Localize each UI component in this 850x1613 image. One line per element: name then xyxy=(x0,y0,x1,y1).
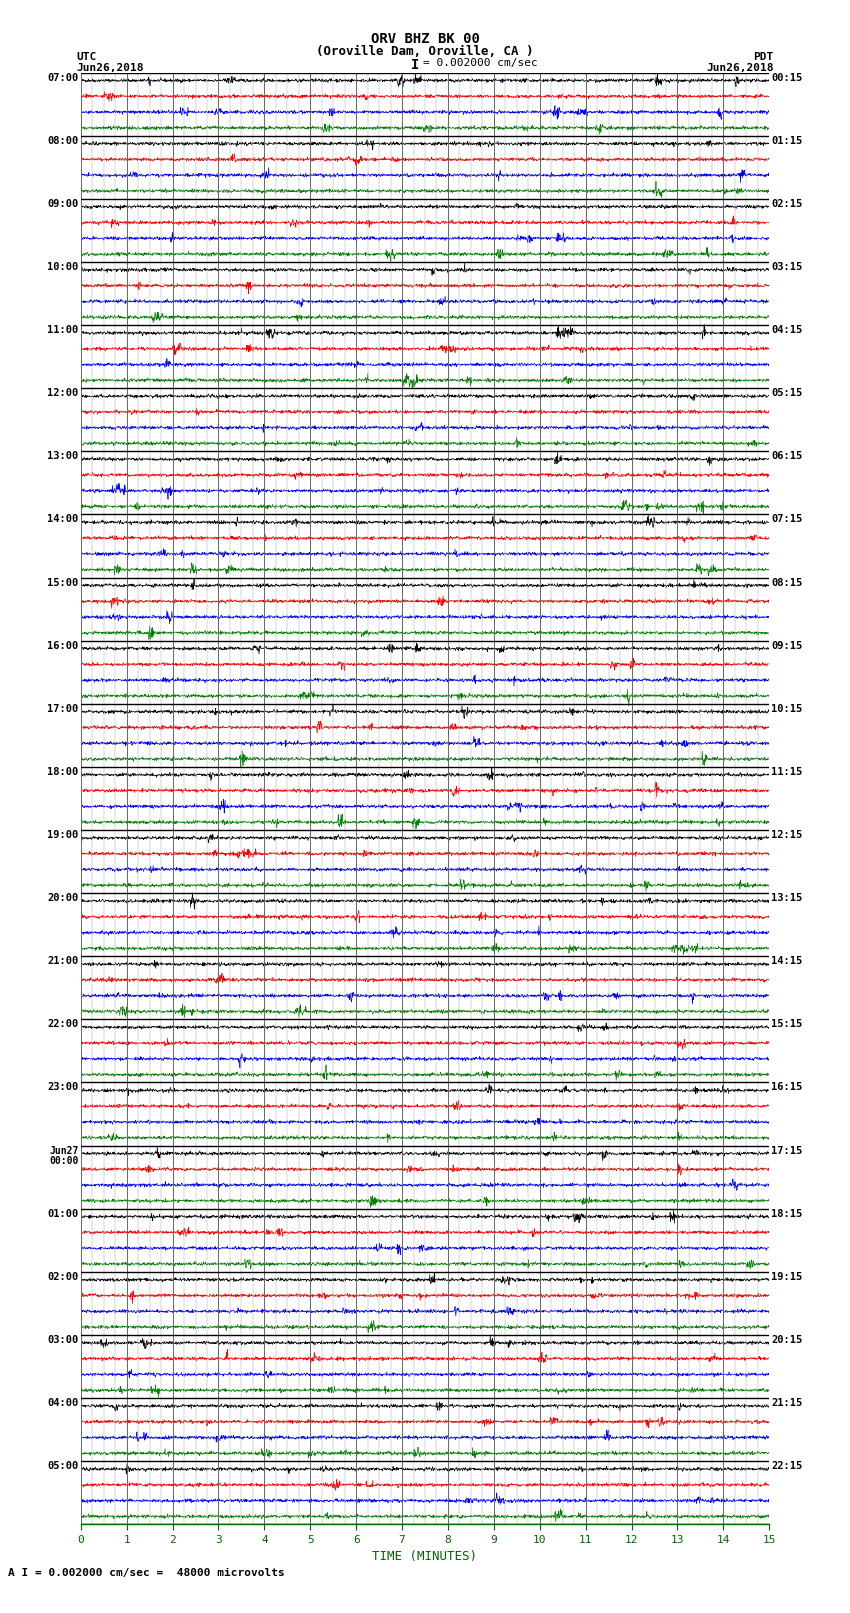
Text: = 0.002000 cm/sec: = 0.002000 cm/sec xyxy=(423,58,538,68)
Text: 06:15: 06:15 xyxy=(771,452,802,461)
Text: 17:15: 17:15 xyxy=(771,1145,802,1155)
Text: 05:15: 05:15 xyxy=(771,389,802,398)
Text: 09:00: 09:00 xyxy=(48,198,79,208)
Text: 13:00: 13:00 xyxy=(48,452,79,461)
Text: 19:00: 19:00 xyxy=(48,831,79,840)
Text: 22:00: 22:00 xyxy=(48,1019,79,1029)
Text: 20:00: 20:00 xyxy=(48,894,79,903)
Text: 12:00: 12:00 xyxy=(48,389,79,398)
Text: 18:00: 18:00 xyxy=(48,766,79,777)
Text: 02:15: 02:15 xyxy=(771,198,802,208)
Text: 22:15: 22:15 xyxy=(771,1461,802,1471)
Text: 04:00: 04:00 xyxy=(48,1398,79,1408)
Text: Jun26,2018: Jun26,2018 xyxy=(76,63,144,73)
Text: 05:00: 05:00 xyxy=(48,1461,79,1471)
Text: 15:15: 15:15 xyxy=(771,1019,802,1029)
Text: UTC: UTC xyxy=(76,52,97,61)
Text: 20:15: 20:15 xyxy=(771,1336,802,1345)
Text: 16:15: 16:15 xyxy=(771,1082,802,1092)
Text: 02:00: 02:00 xyxy=(48,1271,79,1282)
Text: 07:00: 07:00 xyxy=(48,73,79,82)
Text: 10:15: 10:15 xyxy=(771,703,802,715)
Text: 03:00: 03:00 xyxy=(48,1336,79,1345)
Text: 07:15: 07:15 xyxy=(771,515,802,524)
Text: 09:15: 09:15 xyxy=(771,640,802,650)
Text: 03:15: 03:15 xyxy=(771,261,802,273)
Text: 08:15: 08:15 xyxy=(771,577,802,587)
Text: 16:00: 16:00 xyxy=(48,640,79,650)
Text: ORV BHZ BK 00: ORV BHZ BK 00 xyxy=(371,32,479,47)
Text: (Oroville Dam, Oroville, CA ): (Oroville Dam, Oroville, CA ) xyxy=(316,45,534,58)
X-axis label: TIME (MINUTES): TIME (MINUTES) xyxy=(372,1550,478,1563)
Text: 21:00: 21:00 xyxy=(48,957,79,966)
Text: Jun26,2018: Jun26,2018 xyxy=(706,63,774,73)
Text: 11:00: 11:00 xyxy=(48,326,79,336)
Text: I: I xyxy=(411,58,419,73)
Text: Jun27
00:00: Jun27 00:00 xyxy=(49,1145,79,1166)
Text: 01:15: 01:15 xyxy=(771,135,802,145)
Text: 19:15: 19:15 xyxy=(771,1271,802,1282)
Text: 14:00: 14:00 xyxy=(48,515,79,524)
Text: 18:15: 18:15 xyxy=(771,1208,802,1219)
Text: 21:15: 21:15 xyxy=(771,1398,802,1408)
Text: A I = 0.002000 cm/sec =  48000 microvolts: A I = 0.002000 cm/sec = 48000 microvolts xyxy=(8,1568,286,1578)
Text: 04:15: 04:15 xyxy=(771,326,802,336)
Text: 10:00: 10:00 xyxy=(48,261,79,273)
Text: PDT: PDT xyxy=(753,52,774,61)
Text: 00:15: 00:15 xyxy=(771,73,802,82)
Text: 01:00: 01:00 xyxy=(48,1208,79,1219)
Text: 12:15: 12:15 xyxy=(771,831,802,840)
Text: 15:00: 15:00 xyxy=(48,577,79,587)
Text: 13:15: 13:15 xyxy=(771,894,802,903)
Text: 14:15: 14:15 xyxy=(771,957,802,966)
Text: 23:00: 23:00 xyxy=(48,1082,79,1092)
Text: 11:15: 11:15 xyxy=(771,766,802,777)
Text: 08:00: 08:00 xyxy=(48,135,79,145)
Text: 17:00: 17:00 xyxy=(48,703,79,715)
